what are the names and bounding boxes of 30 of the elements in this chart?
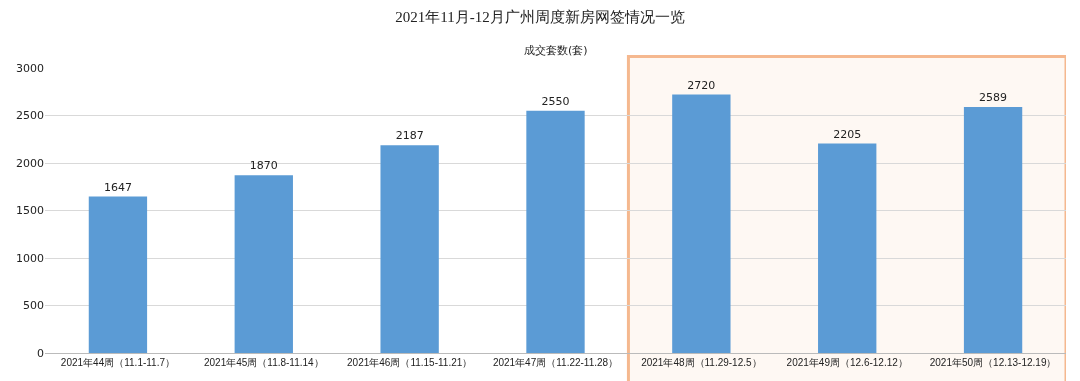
- chart-subtitle: 成交套数(套): [524, 44, 588, 57]
- y-tick-label: 500: [23, 299, 44, 313]
- data-label: 2589: [979, 91, 1008, 105]
- x-tick-label: 2021年44周（11.1-11.7）: [60, 357, 175, 368]
- bar: [234, 175, 293, 353]
- x-tick-label: 2021年50周（12.13-12.19）: [929, 357, 1057, 368]
- x-tick-label: 2021年45周（11.8-11.14）: [203, 357, 324, 368]
- y-tick-label: 2000: [16, 156, 44, 170]
- data-label: 1870: [249, 159, 278, 173]
- x-tick-label: 2021年46周（11.15-11.21）: [347, 357, 473, 368]
- bar: [963, 107, 1023, 353]
- data-label: 2205: [833, 127, 862, 141]
- data-label: 1647: [103, 180, 132, 194]
- y-tick-label: 2500: [16, 109, 44, 123]
- x-tick-label: 2021年49周（12.6-12.12）: [786, 357, 908, 368]
- x-tick-label: 2021年48周（11.29-12.5）: [641, 357, 762, 368]
- x-tick-label: 2021年47周（11.22-11.28）: [492, 357, 619, 368]
- y-tick-label: 3000: [16, 61, 44, 75]
- bar: [380, 145, 439, 353]
- y-tick-label: 0: [37, 346, 44, 360]
- bar: [88, 196, 148, 353]
- chart-title: 2021年11月-12月广州周度新房网签情况一览: [395, 8, 685, 25]
- bar: [818, 143, 877, 353]
- bar: [526, 110, 585, 353]
- data-label: 2720: [687, 78, 716, 92]
- y-tick-label: 1500: [16, 204, 44, 218]
- y-tick-label: 1000: [16, 251, 44, 265]
- bar: [672, 94, 731, 353]
- data-label: 2187: [395, 129, 424, 143]
- data-label: 2550: [541, 94, 570, 108]
